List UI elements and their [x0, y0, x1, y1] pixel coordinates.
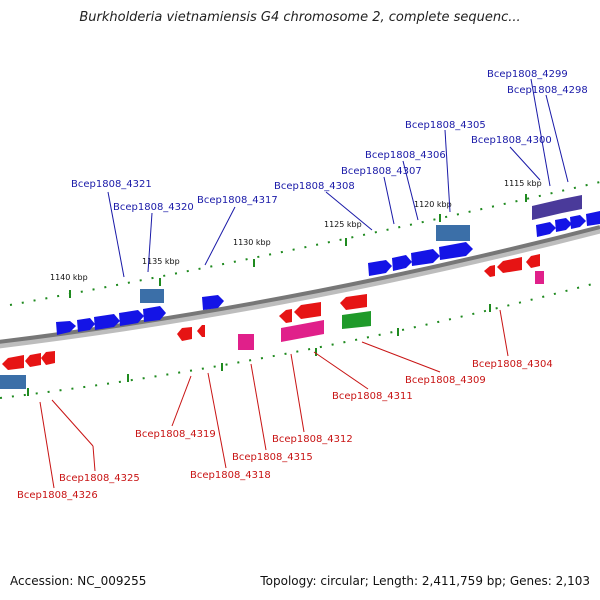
gene-arrow[interactable] [25, 353, 41, 367]
lower-major-ticks [27, 304, 491, 396]
genome-summary-text: Topology: circular; Length: 2,411,759 bp… [260, 574, 590, 588]
gene-arrow[interactable] [340, 294, 367, 310]
scale-label: 1130 kbp [233, 238, 271, 247]
scale-label: 1140 kbp [50, 273, 88, 282]
gene-box[interactable] [532, 199, 562, 220]
gene-arrow[interactable] [555, 218, 572, 232]
scale-label: 1125 kbp [324, 220, 362, 229]
backbone [0, 225, 600, 344]
gene-arrow[interactable] [119, 310, 144, 326]
gene-arrow[interactable] [411, 249, 440, 266]
gene-box[interactable] [436, 225, 470, 241]
upper-major-ticks [69, 194, 527, 298]
gene-arrow[interactable] [41, 351, 55, 365]
forward-label-lines [107, 78, 569, 278]
gene-label[interactable]: Bcep1808_4326 [17, 490, 98, 501]
gene-label[interactable]: Bcep1808_4309 [405, 375, 486, 386]
gene-arrow[interactable] [392, 255, 412, 271]
gene-arrow[interactable] [143, 306, 166, 322]
gene-label[interactable]: Bcep1808_4305 [405, 120, 486, 131]
gene-label[interactable]: Bcep1808_4321 [71, 179, 152, 190]
scale-label: 1115 kbp [504, 179, 542, 188]
gene-label[interactable]: Bcep1808_4317 [197, 195, 278, 206]
gene-box[interactable] [281, 320, 324, 342]
gene-arrow[interactable] [197, 325, 205, 337]
gene-label[interactable]: Bcep1808_4319 [135, 429, 216, 440]
accession-text: Accession: NC_009255 [10, 574, 147, 588]
gene-label[interactable]: Bcep1808_4311 [332, 391, 413, 402]
gene-arrow[interactable] [202, 295, 224, 310]
scale-label: 1135 kbp [142, 257, 180, 266]
gene-arrow[interactable] [279, 309, 292, 323]
gene-arrow[interactable] [536, 222, 556, 237]
gene-label[interactable]: Bcep1808_4315 [232, 452, 313, 463]
gene-arrow[interactable] [570, 215, 586, 229]
gene-arrow[interactable] [484, 265, 495, 277]
gene-label[interactable]: Bcep1808_4298 [507, 85, 588, 96]
gene-box[interactable] [535, 271, 544, 284]
forward-genes [56, 195, 600, 335]
gene-arrow[interactable] [294, 302, 321, 319]
gene-box[interactable] [0, 375, 26, 389]
upper-scale-line [9, 181, 600, 306]
backbone-shadow [0, 226, 600, 349]
gene-label[interactable]: Bcep1808_4300 [471, 135, 552, 146]
gene-box[interactable] [140, 289, 164, 303]
gene-arrow[interactable] [56, 321, 76, 335]
gene-label[interactable]: Bcep1808_4307 [341, 166, 422, 177]
gene-arrow[interactable] [526, 254, 540, 268]
gene-arrow[interactable] [2, 355, 24, 370]
gene-label[interactable]: Bcep1808_4306 [365, 150, 446, 161]
gene-arrow[interactable] [94, 314, 120, 330]
gene-label[interactable]: Bcep1808_4320 [113, 202, 194, 213]
gene-box[interactable] [562, 195, 582, 213]
gene-label[interactable]: Bcep1808_4304 [472, 359, 553, 370]
reverse-genes [0, 254, 544, 389]
scale-label: 1120 kbp [414, 200, 452, 209]
gene-label[interactable]: Bcep1808_4308 [274, 181, 355, 192]
gene-label[interactable]: Bcep1808_4318 [190, 470, 271, 481]
gene-arrow[interactable] [497, 257, 522, 273]
map-title: Burkholderia vietnamiensis G4 chromosome… [79, 10, 521, 25]
gene-arrow[interactable] [177, 327, 192, 341]
gene-box[interactable] [238, 334, 254, 350]
reverse-label-lines [39, 309, 509, 489]
gene-box[interactable] [342, 311, 371, 329]
lower-scale-line [0, 281, 600, 399]
gene-arrow[interactable] [368, 260, 392, 276]
gene-label[interactable]: Bcep1808_4325 [59, 473, 140, 484]
gene-arrow[interactable] [439, 242, 473, 260]
gene-arrow[interactable] [77, 318, 95, 332]
gene-label[interactable]: Bcep1808_4299 [487, 69, 568, 80]
gene-arrow[interactable] [586, 211, 600, 226]
gene-label[interactable]: Bcep1808_4312 [272, 434, 353, 445]
